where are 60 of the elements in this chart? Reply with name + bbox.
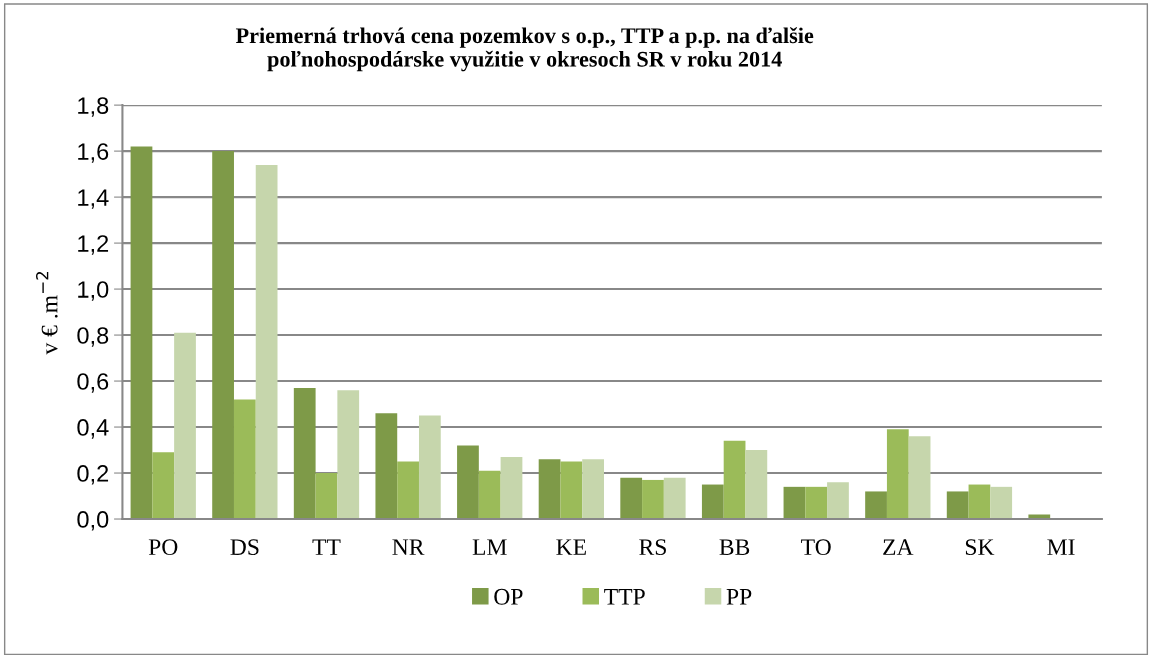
x-tick-label: MI [1047, 539, 1075, 555]
y-tick-label: 1,2 [78, 235, 109, 255]
bar [805, 486, 828, 520]
x-tick-label: NR [392, 539, 425, 555]
chart-title: Priemerná trhová cena pozemkov s o.p., TTP a p.p. na ďalšie poľnohospodárske využitie v okresoch SR v roku 2014 [235, 27, 814, 72]
bar [457, 445, 479, 520]
y-tick-label: 0,2 [77, 465, 109, 485]
bar [233, 399, 256, 520]
y-tick-label: 0,8 [77, 327, 109, 347]
x-tick-label: RS [639, 539, 666, 556]
bar [745, 450, 768, 520]
y-tick-label: 1,6 [78, 143, 109, 163]
bar [701, 484, 724, 520]
legend-label: TTP [604, 589, 645, 605]
bar [990, 486, 1013, 520]
x-tick-label: TT [312, 539, 341, 555]
bar [663, 477, 686, 520]
bar [315, 473, 338, 520]
y-tick-label: 1,8 [78, 97, 109, 117]
x-tick-label: SK [965, 539, 995, 556]
bar [130, 146, 153, 520]
bar [152, 452, 175, 520]
bar [865, 491, 887, 520]
bar [827, 482, 849, 520]
bar [620, 477, 643, 520]
x-tick-label: ZA [883, 539, 914, 555]
bar [783, 486, 806, 520]
y-axis-title: v € .m$^{−2}$ [36, 271, 58, 355]
bar [582, 459, 604, 520]
x-tick-label: BB [719, 539, 750, 555]
bar [723, 440, 746, 520]
x-tick-label: TO [801, 539, 831, 556]
bar [642, 479, 664, 520]
bar [255, 164, 278, 520]
legend-label: OP [494, 588, 523, 605]
y-tick-label: 1,4 [78, 189, 109, 209]
bar [337, 390, 360, 520]
x-tick-label: PO [148, 539, 178, 556]
bar [560, 461, 583, 520]
y-tick-label: 0,6 [77, 373, 109, 393]
bar [946, 491, 969, 520]
bar [174, 332, 196, 520]
legend-label: PP [726, 589, 752, 605]
bar [418, 415, 441, 520]
bar [968, 484, 991, 520]
y-tick-label: 0,0 [77, 511, 109, 531]
bar [375, 413, 398, 520]
bar [397, 461, 419, 520]
x-tick-label: KE [556, 539, 586, 555]
bar [886, 429, 909, 520]
bar [212, 151, 234, 520]
bar [293, 387, 316, 520]
bar [908, 436, 931, 520]
bar [478, 470, 501, 520]
bar [538, 459, 561, 520]
y-tick-label: 1,0 [78, 281, 109, 301]
y-tick-label: 0,4 [77, 419, 109, 439]
x-tick-label: DS [230, 539, 259, 556]
x-tick-label: LM [472, 539, 507, 555]
bar [500, 456, 523, 520]
